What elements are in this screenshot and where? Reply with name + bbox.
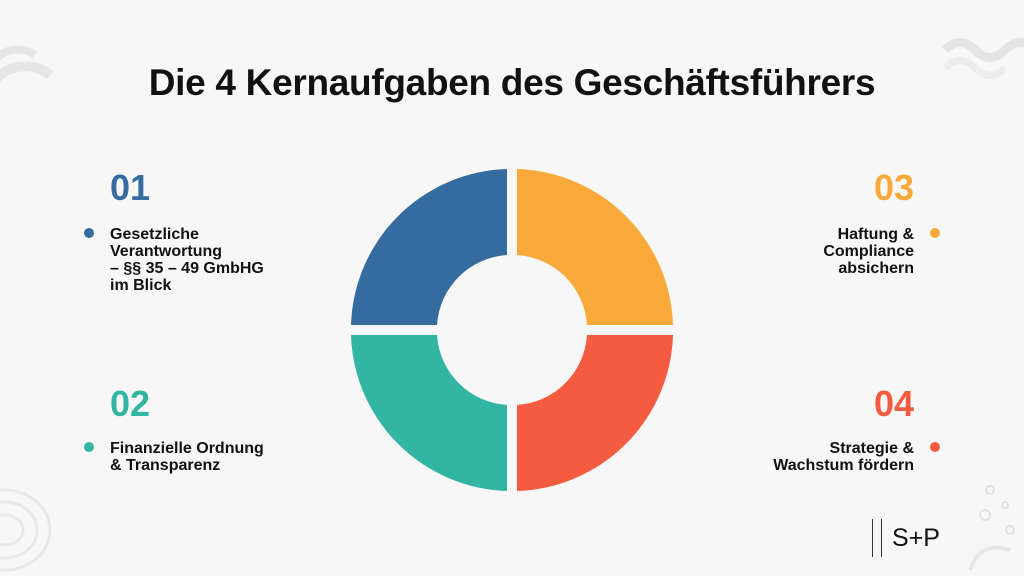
segment-line: Haftung & <box>837 226 914 243</box>
bullet-dot-03 <box>930 228 940 238</box>
donut-segment-02 <box>351 335 507 491</box>
segment-line: & Transparenz <box>110 457 221 474</box>
segment-line: Gesetzliche <box>110 226 199 243</box>
page-title: Die 4 Kernaufgaben des Geschäftsführers <box>148 62 876 103</box>
segment-number-01: 01 <box>110 167 151 208</box>
segment-number-03: 03 <box>873 167 914 208</box>
sp-logo: S+P <box>872 517 952 559</box>
segment-line: absichern <box>838 260 914 277</box>
donut-segment-03 <box>517 169 673 325</box>
segment-line: im Blick <box>110 277 172 294</box>
segment-text-04: Strategie & Wachstum fördern <box>773 440 914 474</box>
segment-line: Strategie & <box>829 440 914 457</box>
donut-segment-01 <box>351 169 507 325</box>
decorative-dots-bottom-right <box>968 485 1015 571</box>
segment-line: – §§ 35 – 49 GmbHG <box>110 260 264 277</box>
segment-text-03: Haftung & Compliance absichern <box>823 226 914 277</box>
bullet-dot-01 <box>84 228 94 238</box>
segment-line: Wachstum fördern <box>773 457 914 474</box>
segment-text-01: Gesetzliche Verantwortung – §§ 35 – 49 G… <box>110 226 264 294</box>
decorative-swirl-bottom-left <box>0 488 52 572</box>
segment-number-04: 04 <box>873 383 914 424</box>
logo-text: S+P <box>892 524 940 552</box>
donut-diagram <box>351 169 673 491</box>
segment-text-02: Finanzielle Ordnung & Transparenz <box>110 440 264 474</box>
bullet-dot-02 <box>84 442 94 452</box>
bullet-dot-04 <box>930 442 940 452</box>
segment-line: Verantwortung <box>110 243 223 260</box>
donut-segment-04 <box>517 335 673 491</box>
logo-bars <box>872 519 882 557</box>
segment-line: Compliance <box>823 243 914 260</box>
segment-number-02: 02 <box>110 383 151 424</box>
segment-line: Finanzielle Ordnung <box>110 440 264 457</box>
